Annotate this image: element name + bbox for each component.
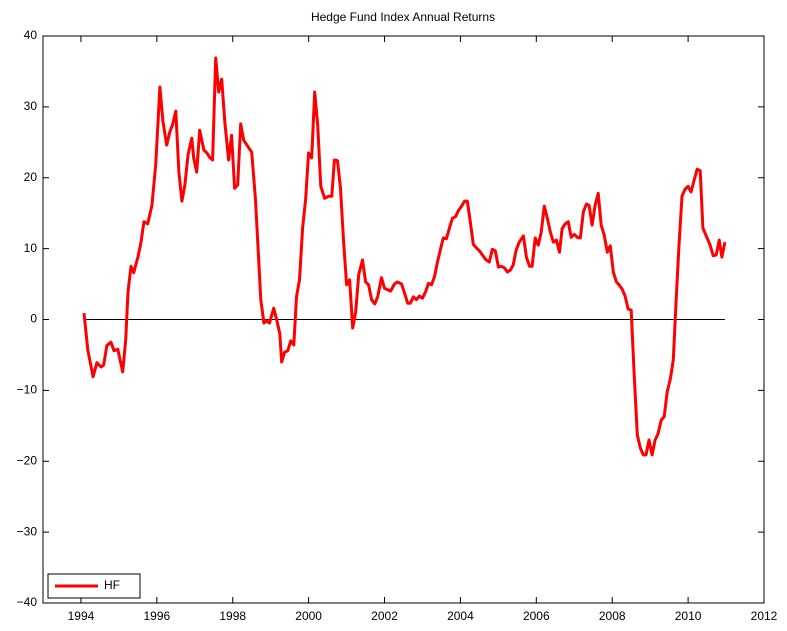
y-tick-label: 10 [24,241,38,255]
y-tick-label: −10 [17,383,38,397]
y-tick-label: 20 [24,170,38,184]
x-tick-label: 1998 [219,609,246,623]
data-line [82,56,727,457]
x-tick-label: 2000 [295,609,322,623]
y-tick-label: 0 [30,312,37,326]
y-tick-label: 40 [24,28,38,42]
y-tick-label: 30 [24,99,38,113]
x-tick-label: 1994 [68,609,95,623]
y-tick-label: −20 [17,453,38,467]
x-tick-label: 2002 [371,609,398,623]
x-tick-label: 2010 [675,609,702,623]
y-tick-label: −30 [17,524,38,538]
x-tick-label: 2008 [599,609,626,623]
legend-label: HF [104,578,120,592]
chart-title: Hedge Fund Index Annual Returns [311,10,495,24]
y-tick-label: −40 [17,595,38,609]
x-tick-label: 2004 [447,609,474,623]
x-tick-label: 2006 [523,609,550,623]
x-tick-label: 2012 [751,609,778,623]
x-tick-label: 1996 [143,609,170,623]
